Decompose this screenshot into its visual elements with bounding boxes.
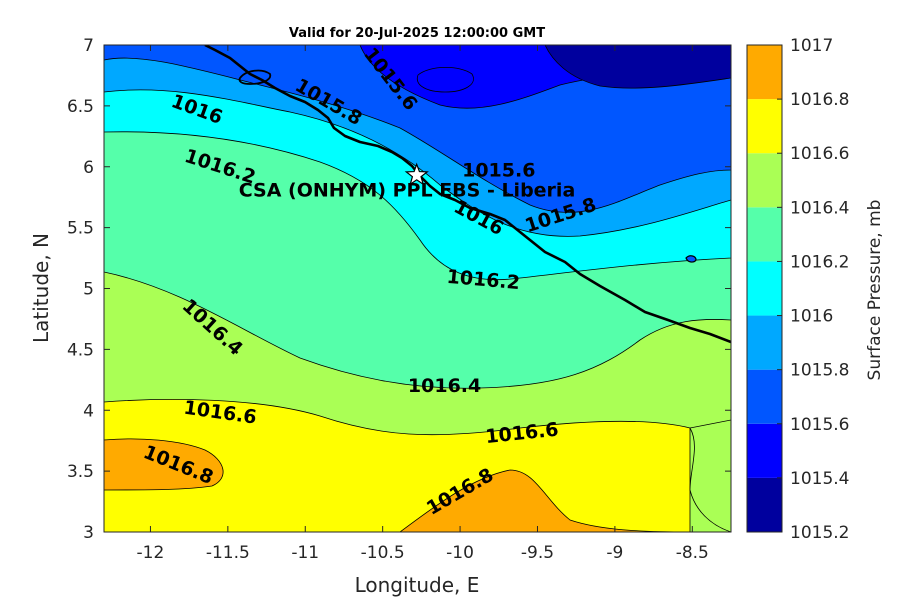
band-1016-4-right — [689, 419, 731, 532]
colorbar-swatch — [747, 261, 782, 316]
contour-label: 1015.6 — [462, 159, 535, 181]
colorbar-tick-label: 1016.4 — [790, 198, 849, 218]
x-axis-label: Longitude, E — [355, 573, 480, 597]
y-tick-label: 7 — [83, 36, 94, 56]
colorbar-swatch — [747, 45, 782, 100]
colorbar-tick-label: 1015.2 — [790, 523, 849, 543]
y-tick-label: 6.5 — [67, 97, 94, 117]
colorbar-tick-label: 1016.6 — [790, 144, 849, 164]
x-tick-label: -11.5 — [206, 543, 250, 563]
colorbar-tick-label: 1017 — [790, 36, 833, 56]
x-axis: -12 -11.5 -11 -10.5 -10 -9.5 -9 -8.5 — [137, 45, 709, 563]
colorbar-swatch — [747, 153, 782, 208]
contour-label: 1016.4 — [408, 375, 481, 397]
y-tick-label: 5.5 — [67, 219, 94, 239]
y-axis: 3 3.5 4 4.5 5 5.5 6 6.5 7 — [67, 36, 731, 543]
contour-fill-layer — [104, 45, 731, 532]
y-tick-label: 6 — [83, 158, 94, 178]
band-1015-4-patch — [416, 66, 474, 93]
colorbar-swatch — [747, 207, 782, 262]
island-outline — [238, 69, 272, 85]
y-tick-label: 4.5 — [67, 340, 94, 360]
colorbar-title: Surface Pressure, mb — [865, 200, 885, 381]
colorbar-swatch — [747, 369, 782, 424]
colorbar-tick-label: 1016 — [790, 307, 833, 327]
y-axis-label: Latitude, N — [29, 233, 53, 343]
x-tick-label: -10.5 — [361, 543, 405, 563]
y-tick-label: 3 — [83, 523, 94, 543]
colorbar-tick-label: 1015.4 — [790, 469, 849, 489]
x-tick-label: -9.5 — [521, 543, 554, 563]
x-tick-label: -10 — [446, 543, 474, 563]
site-star-marker — [404, 162, 429, 186]
x-tick-label: -12 — [137, 543, 165, 563]
chart-title: Valid for 20-Jul-2025 12:00:00 GMT — [289, 26, 545, 41]
band-1016-8-bottom — [399, 469, 691, 532]
x-tick-label: -8.5 — [676, 543, 709, 563]
colorbar-tick-label: 1015.6 — [790, 415, 849, 435]
colorbar: 1015.2 1015.4 1015.6 1015.8 1016 1016.2 1016.4… — [746, 36, 849, 543]
colorbar-swatch — [747, 99, 782, 154]
colorbar-tick-label: 1016.2 — [790, 252, 849, 272]
colorbar-tick-label: 1015.8 — [790, 361, 849, 381]
colorbar-swatch — [747, 423, 782, 478]
y-tick-label: 5 — [83, 280, 94, 300]
colorbar-frame — [746, 44, 783, 533]
site-layer: CSA (ONHYM) PPL EBS - Liberia — [239, 162, 576, 201]
band-1015-6 — [104, 45, 731, 213]
band-1015-2 — [544, 45, 731, 89]
lake-mark — [685, 255, 697, 263]
x-tick-label: -9 — [606, 543, 623, 563]
y-tick-label: 3.5 — [67, 462, 94, 482]
band-1016-8-left — [104, 438, 224, 491]
colorbar-tick-label: 1016.8 — [790, 90, 849, 110]
site-label: CSA (ONHYM) PPL EBS - Liberia — [239, 179, 576, 201]
colorbar-swatch — [747, 477, 782, 532]
y-tick-label: 4 — [83, 401, 94, 421]
colorbar-swatch — [747, 315, 782, 370]
x-tick-label: -11 — [291, 543, 319, 563]
